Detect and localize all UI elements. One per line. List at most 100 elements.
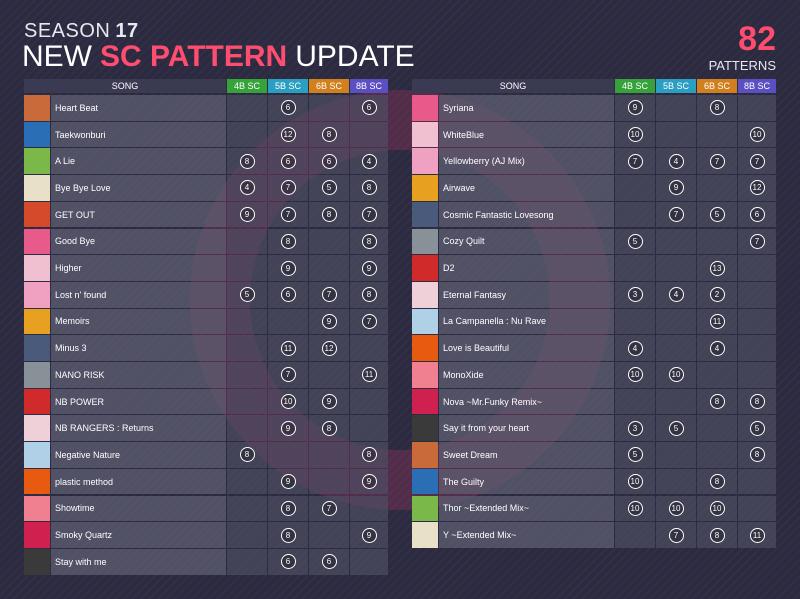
song-title: Negative Nature xyxy=(51,442,226,468)
level-cell xyxy=(227,415,267,442)
level-badge: 8 xyxy=(749,447,765,463)
level-cell xyxy=(309,95,349,121)
thumbnail xyxy=(412,228,438,255)
level-cell xyxy=(350,495,388,522)
level-cell xyxy=(227,522,267,548)
column-header: SONG xyxy=(24,79,226,93)
level-cell xyxy=(227,255,267,281)
level-cell: 6 xyxy=(268,95,308,121)
song-title: A Lie xyxy=(51,148,226,175)
level-cell: 5 xyxy=(697,201,737,228)
level-cell xyxy=(227,388,267,415)
thumbnail xyxy=(24,388,50,415)
song-title: Taekwonburi xyxy=(51,121,226,148)
level-cell: 8 xyxy=(350,228,388,255)
level-cell: 8 xyxy=(309,415,349,442)
level-badge: 8 xyxy=(361,447,377,463)
level-cell xyxy=(738,95,776,121)
thumbnail xyxy=(24,255,50,281)
level-cell: 3 xyxy=(615,415,655,442)
level-cell: 8 xyxy=(697,388,737,415)
song-title: Minus 3 xyxy=(51,335,226,361)
level-cell: 7 xyxy=(738,148,776,175)
level-cell: 9 xyxy=(309,308,349,335)
level-badge: 8 xyxy=(709,527,725,543)
level-badge: 13 xyxy=(709,260,725,276)
thumbnail xyxy=(412,415,438,442)
level-badge: 4 xyxy=(668,153,684,169)
column-header: 8B SC xyxy=(350,79,388,93)
level-badge: 6 xyxy=(280,153,296,169)
level-badge: 8 xyxy=(709,474,725,490)
level-cell: 11 xyxy=(738,522,776,548)
thumbnail xyxy=(412,335,438,361)
level-cell: 9 xyxy=(656,175,696,201)
level-cell: 7 xyxy=(615,148,655,175)
level-badge: 7 xyxy=(361,207,377,223)
level-cell: 10 xyxy=(656,495,696,522)
thumbnail xyxy=(24,335,50,361)
level-badge: 7 xyxy=(709,153,725,169)
level-badge: 6 xyxy=(280,100,296,116)
level-badge: 7 xyxy=(749,233,765,249)
level-cell xyxy=(656,468,696,495)
level-cell: 8 xyxy=(268,495,308,522)
level-cell xyxy=(697,228,737,255)
level-cell xyxy=(309,522,349,548)
level-badge: 7 xyxy=(361,313,377,329)
level-cell: 6 xyxy=(268,548,308,575)
song-title: NB POWER xyxy=(51,388,226,415)
song-title: Heart Beat xyxy=(51,95,226,121)
level-cell xyxy=(309,442,349,468)
level-cell: 7 xyxy=(738,228,776,255)
level-badge: 5 xyxy=(709,207,725,223)
thumbnail xyxy=(24,308,50,335)
song-title: Airwave xyxy=(439,175,614,201)
level-cell xyxy=(309,362,349,388)
level-cell: 7 xyxy=(656,201,696,228)
level-badge: 5 xyxy=(627,447,643,463)
level-badge: 7 xyxy=(668,527,684,543)
song-title: WhiteBlue xyxy=(439,121,614,148)
level-cell: 7 xyxy=(309,495,349,522)
level-cell: 6 xyxy=(268,281,308,308)
song-title: Bye Bye Love xyxy=(51,175,226,201)
level-badge: 10 xyxy=(627,367,643,383)
level-badge: 7 xyxy=(627,153,643,169)
song-title: Stay with me xyxy=(51,548,226,575)
thumbnail xyxy=(24,415,50,442)
level-badge: 4 xyxy=(627,340,643,356)
song-title: Say it from your heart xyxy=(439,415,614,442)
level-cell xyxy=(656,255,696,281)
thumbnail xyxy=(412,308,438,335)
level-cell: 7 xyxy=(697,148,737,175)
level-cell: 5 xyxy=(738,415,776,442)
song-title: La Campanella : Nu Rave xyxy=(439,308,614,335)
song-title: NB RANGERS : Returns xyxy=(51,415,226,442)
level-cell: 8 xyxy=(227,148,267,175)
level-badge: 12 xyxy=(321,340,337,356)
level-cell xyxy=(350,548,388,575)
level-badge: 10 xyxy=(627,474,643,490)
level-cell: 10 xyxy=(268,388,308,415)
level-badge: 10 xyxy=(627,500,643,516)
level-cell: 10 xyxy=(615,468,655,495)
song-title: Showtime xyxy=(51,495,226,522)
thumbnail xyxy=(412,522,438,548)
level-cell xyxy=(227,95,267,121)
thumbnail xyxy=(412,442,438,468)
level-badge: 9 xyxy=(668,180,684,196)
song-title: Cosmic Fantastic Lovesong xyxy=(439,201,614,228)
level-cell: 9 xyxy=(615,95,655,121)
level-cell xyxy=(697,175,737,201)
level-cell: 2 xyxy=(697,281,737,308)
level-cell xyxy=(227,362,267,388)
level-cell: 7 xyxy=(350,308,388,335)
level-cell: 8 xyxy=(309,201,349,228)
level-cell: 8 xyxy=(227,442,267,468)
level-cell xyxy=(656,388,696,415)
pattern-count: 82 xyxy=(738,20,776,58)
level-cell xyxy=(227,548,267,575)
level-cell: 6 xyxy=(268,148,308,175)
level-badge: 9 xyxy=(627,100,643,116)
